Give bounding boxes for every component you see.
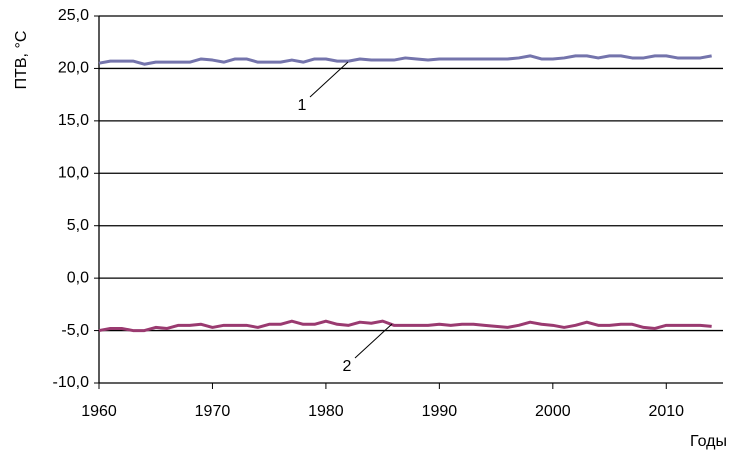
x-tick-label: 1990	[422, 403, 458, 420]
callout-line	[354, 323, 393, 359]
x-tick-label: 1970	[195, 403, 231, 420]
y-tick-label: -10,0	[53, 374, 90, 391]
series-label: 1	[298, 97, 307, 114]
series-line	[98, 54, 712, 66]
series-label: 2	[343, 358, 352, 375]
y-tick-label: -5,0	[61, 322, 89, 339]
x-tick-label: 1960	[81, 403, 117, 420]
x-axis-label: Годы	[690, 433, 727, 450]
x-tick-label: 2000	[535, 403, 571, 420]
y-axis-label: ПТВ, °C	[13, 31, 30, 90]
x-tick-label: 2010	[648, 403, 684, 420]
x-tick-label: 1980	[308, 403, 344, 420]
callout-line	[309, 61, 349, 98]
series-line	[98, 319, 712, 333]
y-tick-label: 15,0	[58, 112, 89, 129]
y-tick-label: 25,0	[58, 7, 89, 24]
y-tick-label: 0,0	[67, 269, 89, 286]
y-tick-label: 20,0	[58, 60, 89, 77]
y-tick-label: 5,0	[67, 217, 89, 234]
y-tick-label: 10,0	[58, 165, 89, 182]
